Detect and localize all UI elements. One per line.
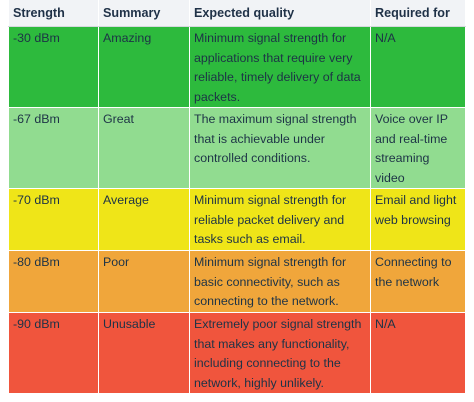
header-strength: Strength [8, 0, 99, 27]
table-header-row: Strength Summary Expected quality Requir… [8, 0, 466, 27]
cell-required-for: N/A [370, 26, 466, 108]
cell-expected-quality: Minimum signal strength for basic connec… [189, 250, 371, 313]
signal-strength-table-container: Strength Summary Expected quality Requir… [8, 0, 466, 394]
cell-expected-quality: The maximum signal strength that is achi… [189, 107, 371, 189]
cell-required-for: Voice over IP and real-time streaming vi… [370, 107, 466, 189]
header-required-for: Required for [370, 0, 466, 27]
cell-summary: Great [98, 107, 190, 189]
cell-strength: -90 dBm [8, 312, 99, 394]
cell-expected-quality: Minimum signal strength for applications… [189, 26, 371, 108]
table-row: -80 dBm Poor Minimum signal strength for… [8, 250, 466, 313]
cell-strength: -80 dBm [8, 250, 99, 313]
cell-expected-quality: Extremely poor signal strength that make… [189, 312, 371, 394]
cell-strength: -70 dBm [8, 188, 99, 251]
cell-summary: Amazing [98, 26, 190, 108]
table-row: -90 dBm Unusable Extremely poor signal s… [8, 312, 466, 394]
cell-summary: Poor [98, 250, 190, 313]
signal-strength-table: Strength Summary Expected quality Requir… [8, 0, 466, 394]
cell-required-for: N/A [370, 312, 466, 394]
table-row: -70 dBm Average Minimum signal strength … [8, 188, 466, 251]
cell-expected-quality: Minimum signal strength for reliable pac… [189, 188, 371, 251]
header-summary: Summary [98, 0, 190, 27]
cell-summary: Average [98, 188, 190, 251]
table-row: -30 dBm Amazing Minimum signal strength … [8, 26, 466, 108]
table-row: -67 dBm Great The maximum signal strengt… [8, 107, 466, 189]
cell-required-for: Connecting to the network [370, 250, 466, 313]
cell-required-for: Email and light web browsing [370, 188, 466, 251]
cell-strength: -30 dBm [8, 26, 99, 108]
cell-strength: -67 dBm [8, 107, 99, 189]
header-expected-quality: Expected quality [189, 0, 371, 27]
cell-summary: Unusable [98, 312, 190, 394]
